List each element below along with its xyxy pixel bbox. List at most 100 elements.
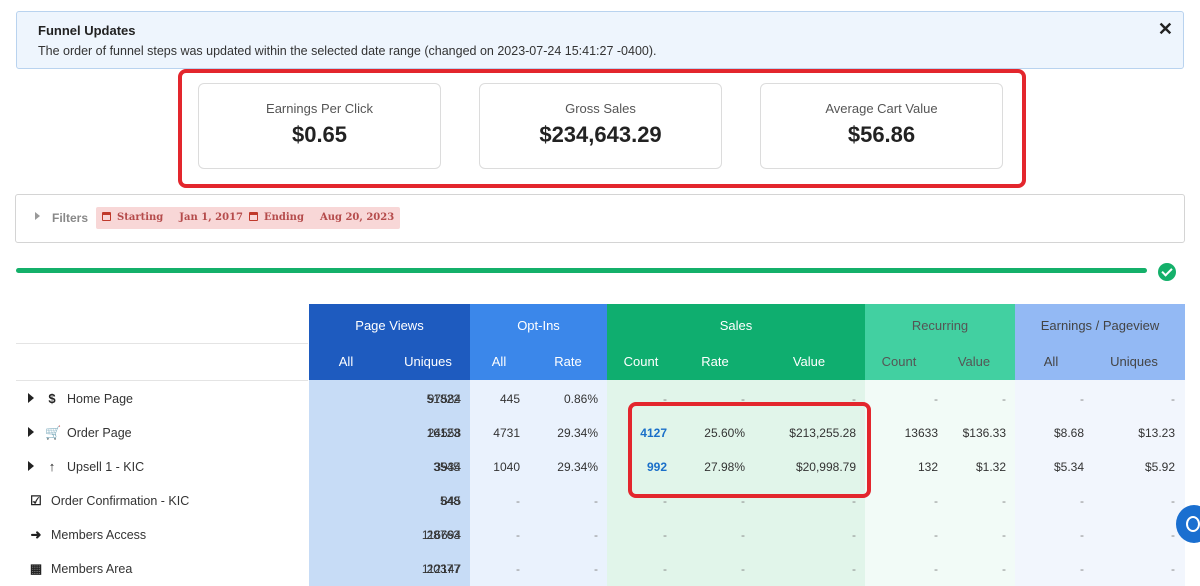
table-cell: - <box>516 528 520 542</box>
close-icon[interactable]: ✕ <box>1157 19 1173 39</box>
column-group-header[interactable]: Sales <box>719 318 753 333</box>
table-cell: $13.23 <box>1138 426 1175 440</box>
stat-label: Gross Sales <box>565 101 636 116</box>
table-row-label[interactable]: ↑ Upsell 1 - KIC <box>28 459 144 474</box>
table-cell: - <box>1171 562 1175 576</box>
column-header-band <box>1015 304 1185 380</box>
alert-title: Funnel Updates <box>38 23 136 38</box>
filters-bar[interactable]: Filters Starting Jan 1, 2017 Ending Aug 20… <box>15 194 1185 243</box>
column-sub-header[interactable]: All <box>1043 354 1059 369</box>
table-cell: - <box>934 562 938 576</box>
ending-date-chip[interactable]: Ending Aug 20, 2023 <box>243 207 401 229</box>
table-cell: - <box>663 392 667 406</box>
column-sub-header[interactable]: Value <box>957 354 991 369</box>
table-cell: - <box>663 494 667 508</box>
table-cell: 1040 <box>493 460 520 474</box>
table-cell: - <box>1171 392 1175 406</box>
cart-icon: 🛒 <box>45 425 62 440</box>
row-label-text: Upsell 1 - KIC <box>67 460 145 474</box>
column-group-header[interactable]: Recurring <box>911 318 969 333</box>
checkbox-icon: ☑ <box>30 493 42 508</box>
table-row-label: ▦ Members Area <box>29 561 132 577</box>
filters-label[interactable]: Filters <box>52 211 89 225</box>
table-cell: 132 <box>917 460 938 474</box>
row-label-text: Home Page <box>67 392 134 406</box>
row-label-text: Order Confirmation - KIC <box>51 494 190 508</box>
table-cell: - <box>1002 494 1006 508</box>
table-cell: 845 <box>440 494 461 508</box>
column-sub-header[interactable]: Count <box>881 354 917 369</box>
table-cell: 0.86% <box>563 392 598 406</box>
table-cell: 16123 <box>426 426 460 440</box>
sales-highlight-frame <box>628 402 871 498</box>
column-group-header[interactable]: Page Views <box>355 318 424 333</box>
row-label-text: Order Page <box>67 426 132 440</box>
column-sub-header[interactable]: Rate <box>554 354 582 369</box>
table-cell: 3545 <box>433 460 460 474</box>
caret-right-icon[interactable] <box>35 212 40 220</box>
column-sub-header[interactable]: All <box>491 354 507 369</box>
column-header-band <box>865 304 1015 380</box>
alert-message: The order of funnel steps was updated wi… <box>38 44 657 58</box>
table-cell: - <box>1002 392 1006 406</box>
column-sub-header[interactable]: Uniques <box>1110 354 1158 369</box>
dollar-icon: $ <box>48 391 56 406</box>
column-sub-header[interactable]: Rate <box>701 354 729 369</box>
column-group-header[interactable]: Earnings / Pageview <box>1040 318 1160 333</box>
table-cell: - <box>1080 494 1084 508</box>
stats-highlight-frame <box>178 69 1026 188</box>
stat-card-average-cart-value: Average Cart Value $56.86 <box>760 83 1003 169</box>
table-cell: 29.34% <box>557 460 598 474</box>
column-header-band <box>309 304 470 380</box>
sign-in-icon: ➜ <box>30 527 42 542</box>
table-row-label[interactable]: 🛒 Order Page <box>28 425 132 441</box>
column-sub-header[interactable]: Uniques <box>404 354 452 369</box>
starting-date-chip[interactable]: Starting Jan 1, 2017 <box>96 207 249 229</box>
column-sub-header[interactable]: Value <box>792 354 826 369</box>
table-cell: - <box>934 528 938 542</box>
sales-count-link[interactable]: 4127 <box>640 426 667 440</box>
stat-card-earnings-per-click: Earnings Per Click $0.65 <box>198 83 441 169</box>
table-cell: - <box>852 494 856 508</box>
funnel-updates-alert: Funnel Updates The order of funnel steps… <box>16 11 1184 69</box>
table-cell: $213,255.28 <box>789 426 856 440</box>
table-cell: $5.34 <box>1053 460 1084 474</box>
caret-right-icon[interactable] <box>28 427 34 437</box>
ending-label: Ending <box>264 212 304 223</box>
column-sub-header[interactable]: All <box>338 354 354 369</box>
chat-button[interactable] <box>1176 505 1200 543</box>
table-cell: $1.32 <box>975 460 1006 474</box>
calendar-icon <box>249 212 258 221</box>
column-group-header[interactable]: Opt-Ins <box>517 318 560 333</box>
table-cell: - <box>1080 392 1084 406</box>
table-cell: 97584 <box>427 392 461 406</box>
sales-count-link[interactable]: 992 <box>646 460 667 474</box>
table-cell: 29.34% <box>557 426 598 440</box>
header-divider <box>16 380 308 381</box>
table-cell: - <box>594 528 598 542</box>
grid-icon: ▦ <box>29 561 43 576</box>
arrow-up-icon: ↑ <box>48 459 56 474</box>
table-row-label: ☑ Order Confirmation - KIC <box>29 493 189 509</box>
table-cell: 4731 <box>493 426 520 440</box>
caret-right-icon[interactable] <box>28 461 34 471</box>
table-row-label[interactable]: $ Home Page <box>28 391 133 406</box>
table-cell: 24558 <box>427 426 461 440</box>
table-cell: - <box>741 562 745 576</box>
stat-label: Earnings Per Click <box>266 101 373 116</box>
column-sub-header[interactable]: Count <box>623 354 659 369</box>
column-header-band <box>470 304 607 380</box>
table-cell: 20377 <box>426 562 460 576</box>
table-cell: - <box>594 494 598 508</box>
table-cell: 51822 <box>426 392 460 406</box>
caret-right-icon[interactable] <box>28 393 34 403</box>
table-cell: 3934 <box>434 460 461 474</box>
table-cell: - <box>1080 562 1084 576</box>
table-cell: - <box>934 494 938 508</box>
starting-value: Jan 1, 2017 <box>179 212 243 223</box>
table-cell: - <box>741 528 745 542</box>
table-cell: $20,998.79 <box>795 460 856 474</box>
table-cell: - <box>934 392 938 406</box>
table-cell: - <box>1171 528 1175 542</box>
table-cell: $136.33 <box>962 426 1006 440</box>
